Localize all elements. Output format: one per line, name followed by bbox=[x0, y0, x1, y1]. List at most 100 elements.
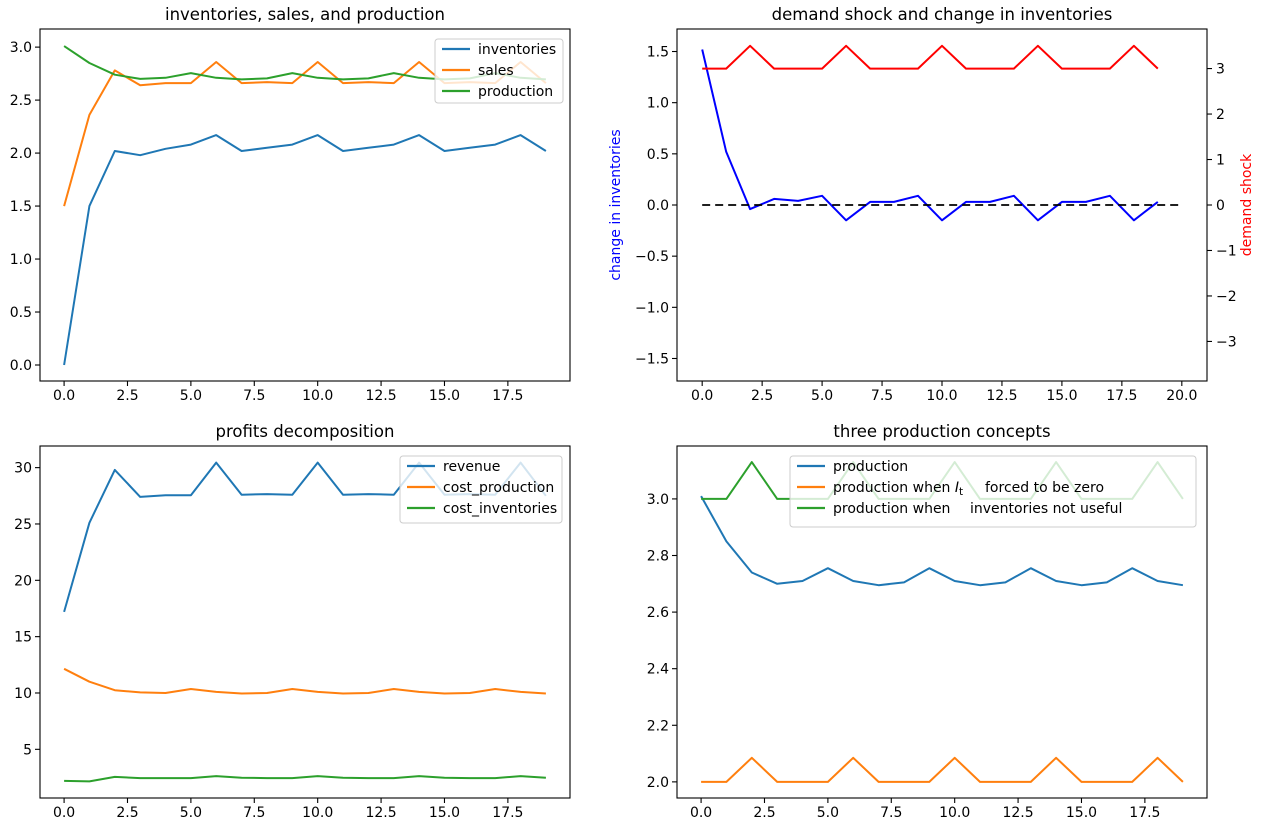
y-right-tick-label: 3 bbox=[1216, 62, 1225, 78]
y-right-tick-label: 1 bbox=[1216, 153, 1225, 169]
x-tick-label: 2.5 bbox=[753, 805, 775, 821]
y-axis-label-change-in-inventories: change in inventories bbox=[608, 129, 624, 280]
series-line-change-in-inventories bbox=[701, 49, 1159, 222]
y-tick-label: 2.2 bbox=[647, 718, 669, 734]
x-tick-label: 7.5 bbox=[243, 805, 265, 821]
x-tick-label: 7.5 bbox=[880, 805, 902, 821]
y-right-tick-label: −3 bbox=[1216, 334, 1237, 350]
series-line-cost-inventories bbox=[64, 775, 546, 783]
subplot-three-production-concepts: 0.0 2.5 5.0 7.5 10.0 12.5 15.0 17.5 2.0 2.2 2.4 2.6… bbox=[647, 445, 1208, 821]
legend-label-inventories: inventories bbox=[478, 42, 556, 58]
y-tick-label: 10 bbox=[14, 686, 32, 702]
x-tick-label: 20.0 bbox=[1166, 388, 1197, 404]
x-tick-label: 7.5 bbox=[243, 388, 265, 404]
y-tick-label: 2.5 bbox=[10, 93, 32, 109]
y-tick-label: 1.0 bbox=[647, 96, 669, 112]
series-line-cost-production bbox=[63, 667, 546, 695]
x-tick-label: 10.0 bbox=[302, 388, 333, 404]
x-tick-label: 5.0 bbox=[811, 388, 833, 404]
subplot-profits-decomposition: 0.0 2.5 5.0 7.5 10.0 12.5 15.0 17.5 5 10 15 20 25 30 r… bbox=[14, 445, 571, 821]
series-line-production bbox=[700, 495, 1184, 587]
x-tick-label: 17.5 bbox=[1106, 388, 1137, 404]
x-tick-label: 7.5 bbox=[871, 388, 893, 404]
y-tick-label: 2.0 bbox=[10, 146, 32, 162]
y-right-tick-label: 0 bbox=[1216, 198, 1225, 214]
y-tick-label: 2.4 bbox=[647, 662, 669, 678]
legend-label-cost-inventories: cost_inventories bbox=[443, 501, 557, 517]
y-tick-label: 2.0 bbox=[647, 775, 669, 791]
y-tick-label: −1.0 bbox=[635, 300, 669, 316]
x-tick-label: 17.5 bbox=[492, 805, 523, 821]
subplot-title-bottom-left: profits decomposition bbox=[216, 422, 395, 441]
y-tick-label: 30 bbox=[14, 461, 32, 477]
x-tick-label: 0.0 bbox=[53, 805, 75, 821]
subplot-title-top-left: inventories, sales, and production bbox=[165, 5, 445, 24]
x-tick-label: 5.0 bbox=[180, 805, 202, 821]
y-tick-label: −1.5 bbox=[635, 351, 669, 367]
y-tick-label: 0.0 bbox=[647, 198, 669, 214]
y-tick-label: 20 bbox=[14, 573, 32, 589]
y-tick-label: 25 bbox=[14, 517, 32, 533]
subplot-title-top-right: demand shock and change in inventories bbox=[772, 5, 1113, 24]
x-tick-label: 10.0 bbox=[939, 805, 970, 821]
y-tick-label: 5 bbox=[23, 742, 32, 758]
x-tick-label: 5.0 bbox=[817, 805, 839, 821]
legend-label-production-when-i-t-forced-to-be-zero: production when It forced to be zero bbox=[833, 480, 1104, 498]
x-tick-label: 10.0 bbox=[302, 805, 333, 821]
x-tick-label: 15.0 bbox=[429, 388, 460, 404]
series-line-production-when-i-t-forced-to-be-zero bbox=[701, 756, 1184, 783]
y-tick-label: 0.5 bbox=[647, 147, 669, 163]
x-tick-label: 5.0 bbox=[180, 388, 202, 404]
y-right-tick-label: −2 bbox=[1216, 289, 1237, 305]
x-tick-label: 12.5 bbox=[365, 388, 396, 404]
x-tick-label: 2.5 bbox=[116, 805, 138, 821]
axes-frame bbox=[39, 28, 571, 382]
y-right-tick-label: −1 bbox=[1216, 243, 1237, 259]
x-tick-label: 12.5 bbox=[365, 805, 396, 821]
y-tick-label: 3.0 bbox=[647, 492, 669, 508]
legend-label-cost-production: cost_production bbox=[443, 480, 554, 496]
legend-label-revenue: revenue bbox=[443, 459, 500, 475]
x-tick-label: 0.0 bbox=[691, 388, 713, 404]
subplot-demand-shock-change-inventories: 0.0 2.5 5.0 7.5 10.0 12.5 15.0 17.5 20.01.51.00.… bbox=[635, 28, 1237, 404]
x-tick-label: 12.5 bbox=[986, 388, 1017, 404]
y-tick-label: −0.5 bbox=[635, 249, 669, 265]
x-tick-label: 10.0 bbox=[926, 388, 957, 404]
legend-box bbox=[399, 455, 563, 524]
legend-label-production-when-inventories-not-useful: production when inventories not useful bbox=[833, 501, 1122, 517]
x-tick-label: 17.5 bbox=[1129, 805, 1160, 821]
x-tick-label: 15.0 bbox=[429, 805, 460, 821]
x-tick-label: 12.5 bbox=[1002, 805, 1033, 821]
x-tick-label: 2.5 bbox=[116, 388, 138, 404]
legend-label-production: production bbox=[478, 84, 553, 100]
legend-box bbox=[789, 455, 1197, 528]
legend-label-sales: sales bbox=[478, 63, 514, 79]
legend-label-production: production bbox=[833, 459, 908, 475]
y-tick-label: 0.5 bbox=[10, 305, 32, 321]
y-tick-label: 1.5 bbox=[10, 199, 32, 215]
subplot-inventories-sales-production: 0.0 2.5 5.0 7.5 10.0 12.5 15.0 17.5 0.0 0.5 1.0 1.5… bbox=[10, 28, 571, 404]
subplot-title-bottom-right: three production concepts bbox=[833, 422, 1050, 441]
y-tick-label: 3.0 bbox=[10, 40, 32, 56]
x-tick-label: 17.5 bbox=[492, 388, 523, 404]
y-tick-label: 1.0 bbox=[10, 252, 32, 268]
x-tick-label: 0.0 bbox=[690, 805, 712, 821]
axes-frame bbox=[39, 445, 571, 799]
x-tick-label: 15.0 bbox=[1066, 805, 1097, 821]
legend-box bbox=[434, 38, 564, 104]
y-tick-label: 2.6 bbox=[647, 605, 669, 621]
axes-frame bbox=[676, 445, 1208, 799]
x-tick-label: 15.0 bbox=[1046, 388, 1077, 404]
y-tick-label: 0.0 bbox=[10, 358, 32, 374]
series-line-demand-shock bbox=[702, 44, 1159, 70]
y-tick-label: 2.8 bbox=[647, 549, 669, 565]
x-tick-label: 0.0 bbox=[53, 388, 75, 404]
x-tick-label: 2.5 bbox=[751, 388, 773, 404]
y-tick-label: 15 bbox=[14, 630, 32, 646]
y-axis-label-demand-shock: demand shock bbox=[1239, 153, 1255, 256]
series-line-inventories bbox=[63, 134, 547, 366]
y-right-tick-label: 2 bbox=[1216, 107, 1225, 123]
y-tick-label: 1.5 bbox=[647, 45, 669, 61]
